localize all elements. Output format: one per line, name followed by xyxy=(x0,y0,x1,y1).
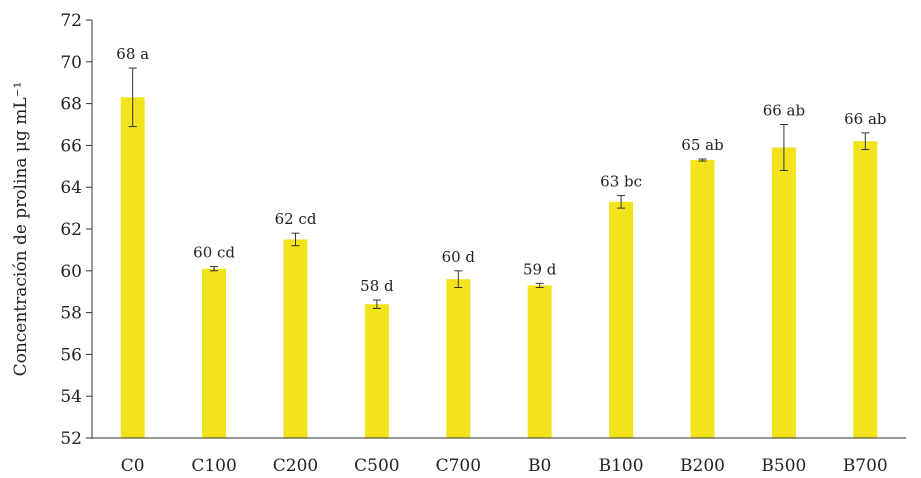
x-tick-label-b700: B700 xyxy=(843,456,888,476)
data-label-b700: 66 ab xyxy=(844,110,886,128)
data-label-c500: 58 d xyxy=(360,277,394,295)
x-axis-labels: C0 C100 C200 C500 C700 B0 B100 B200 B500 B700 xyxy=(121,456,888,476)
x-tick-label-c500: C500 xyxy=(354,456,399,476)
error-bar-c200 xyxy=(291,232,300,247)
y-tick-label: 58 xyxy=(60,304,82,324)
data-label-c100: 60 cd xyxy=(193,244,235,262)
bar-c500 xyxy=(364,304,389,438)
y-tick-label: 54 xyxy=(60,387,82,407)
y-tick-label: 70 xyxy=(60,53,82,73)
bar-c700 xyxy=(446,279,471,438)
data-label-c700: 60 d xyxy=(442,248,476,266)
y-axis-ticks: 52 54 56 58 60 62 64 66 68 70 72 xyxy=(60,11,92,449)
y-tick-label: 68 xyxy=(60,95,82,115)
error-bars xyxy=(128,67,870,309)
data-label-c0: 68 a xyxy=(116,45,149,63)
data-labels: 68 a 60 cd 62 cd 58 d 60 d 59 d 63 bc 65 ab 66 a… xyxy=(116,45,886,295)
error-bar-c500 xyxy=(372,299,381,309)
data-label-b100: 63 bc xyxy=(600,173,642,191)
bar-c100 xyxy=(202,268,227,438)
bar-b0 xyxy=(527,285,552,438)
y-tick-label: 56 xyxy=(60,345,82,365)
data-label-b0: 59 d xyxy=(523,260,557,278)
y-axis-title: Concentración de prolina μg mL⁻¹ xyxy=(11,82,31,377)
bar-c0 xyxy=(120,97,145,438)
x-tick-label-b500: B500 xyxy=(761,456,806,476)
bars xyxy=(120,97,878,439)
bar-b200 xyxy=(690,160,715,438)
y-tick-label: 60 xyxy=(60,262,82,282)
y-tick-label: 62 xyxy=(60,220,82,240)
x-tick-label-b0: B0 xyxy=(528,456,551,476)
error-bar-c100 xyxy=(210,266,219,272)
bar-b500 xyxy=(771,147,796,439)
y-tick-label: 52 xyxy=(60,429,82,449)
x-tick-label-c200: C200 xyxy=(273,456,318,476)
error-bar-c0 xyxy=(128,67,137,128)
y-tick-label: 66 xyxy=(60,136,82,156)
error-bar-b100 xyxy=(617,195,626,209)
x-tick-label-c0: C0 xyxy=(121,456,145,476)
x-tick-label-b100: B100 xyxy=(599,456,644,476)
error-bar-b200 xyxy=(698,158,707,162)
bar-b700 xyxy=(853,141,878,438)
bar-b100 xyxy=(609,201,634,438)
x-tick-label-b200: B200 xyxy=(680,456,725,476)
error-bar-c700 xyxy=(454,270,463,289)
error-bar-b0 xyxy=(535,282,544,289)
y-tick-label: 72 xyxy=(60,11,82,31)
y-tick-label: 64 xyxy=(60,178,82,198)
data-label-b200: 65 ab xyxy=(681,136,723,154)
bar-c200 xyxy=(283,239,308,438)
data-label-b500: 66 ab xyxy=(763,102,805,120)
x-tick-label-c100: C100 xyxy=(191,456,236,476)
data-label-c200: 62 cd xyxy=(275,210,317,228)
error-bar-b500 xyxy=(779,124,788,171)
x-tick-label-c700: C700 xyxy=(436,456,481,476)
error-bar-b700 xyxy=(861,132,870,151)
